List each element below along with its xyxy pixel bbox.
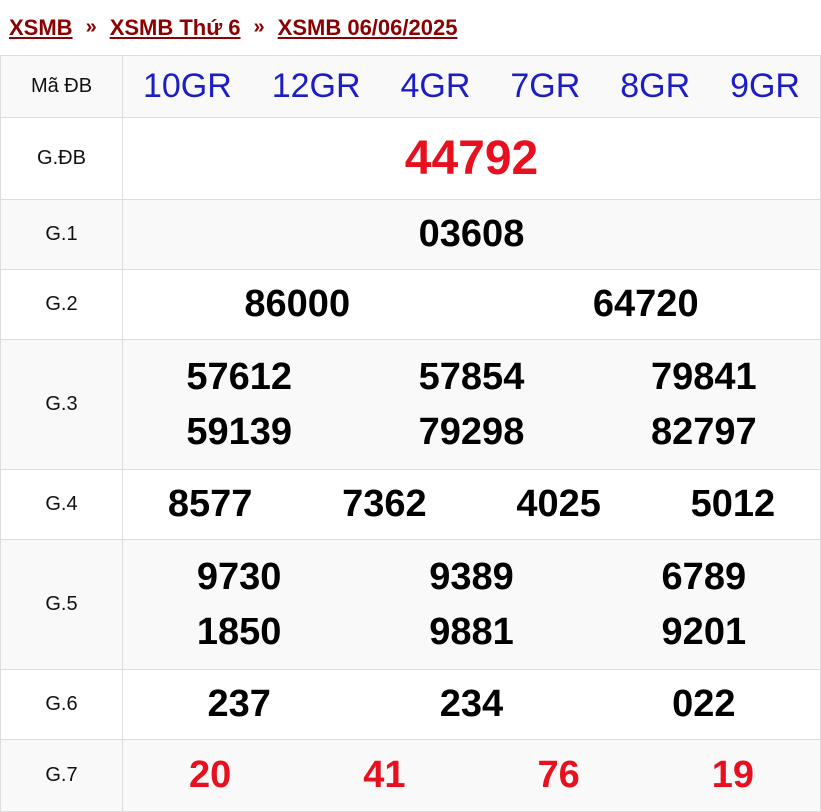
breadcrumb-xsmb-date[interactable]: XSMB 06/06/2025	[277, 14, 458, 40]
prize-number: 03608	[418, 213, 525, 255]
prize-number: 20	[188, 754, 232, 796]
prize-number: 57854	[418, 355, 525, 398]
code: 4GR	[400, 67, 471, 105]
row-prize-6: G.6 237 234 022	[0, 669, 821, 740]
breadcrumb-xsmb-thu-6[interactable]: XSMB Thứ 6	[109, 14, 241, 40]
row-label: G.1	[0, 199, 123, 270]
row-special-prize: G.ĐB 44792	[0, 117, 821, 200]
prize-number: 41	[363, 754, 406, 796]
row-prize-5: G.5 9730 9389 6789 1850 9881 9201	[0, 539, 821, 670]
prize-number: 5012	[690, 483, 776, 525]
prize-number: 8577	[167, 483, 253, 525]
code: 12GR	[271, 67, 361, 105]
prize-number: 79298	[418, 410, 525, 453]
prize-number: 7362	[342, 483, 427, 525]
prize-number: 76	[537, 754, 580, 796]
row-prize-7: G.7 20 41 76 19	[0, 739, 821, 812]
code: 7GR	[510, 67, 581, 105]
breadcrumb: XSMB » XSMB Thứ 6 » XSMB 06/06/2025	[0, 0, 821, 55]
code: 8GR	[620, 67, 691, 105]
row-prize-2: G.2 86000 64720	[0, 269, 821, 340]
row-prize-3: G.3 57612 57854 79841 59139 79298 82797	[0, 339, 821, 470]
special-prize-number: 44792	[404, 132, 539, 185]
code: 9GR	[730, 67, 800, 105]
row-label: G.2	[0, 269, 123, 340]
breadcrumb-xsmb[interactable]: XSMB	[9, 14, 73, 40]
prize-number: 9881	[429, 610, 514, 653]
prize-number: 9201	[661, 610, 747, 653]
row-label: G.ĐB	[0, 117, 123, 200]
prize-number: 1850	[196, 610, 282, 653]
prize-number: 234	[439, 683, 504, 725]
prize-number: 4025	[516, 483, 601, 525]
row-label: G.4	[0, 469, 123, 540]
row-label: G.7	[0, 739, 123, 812]
results-table: Mã ĐB 10GR 12GR 4GR 7GR 8GR 9GR G.ĐB 447…	[0, 55, 821, 812]
prize-number: 9730	[196, 555, 282, 598]
row-label: Mã ĐB	[0, 55, 123, 118]
row-label: G.5	[0, 539, 123, 670]
row-prize-4: G.4 8577 7362 4025 5012	[0, 469, 821, 540]
row-ma-db: Mã ĐB 10GR 12GR 4GR 7GR 8GR 9GR	[0, 55, 821, 118]
prize-number: 6789	[661, 555, 747, 598]
prize-number: 19	[711, 754, 755, 796]
row-label: G.3	[0, 339, 123, 470]
prize-number: 9389	[429, 555, 514, 598]
prize-number: 022	[672, 683, 736, 725]
prize-number: 59139	[186, 410, 292, 453]
row-label: G.6	[0, 669, 123, 740]
breadcrumb-separator: »	[85, 16, 97, 38]
code: 10GR	[142, 67, 232, 105]
prize-number: 57612	[186, 355, 292, 398]
prize-number: 237	[207, 683, 271, 725]
prize-number: 79841	[650, 355, 757, 398]
prize-number: 86000	[244, 283, 351, 325]
breadcrumb-separator: »	[253, 16, 265, 38]
row-prize-1: G.1 03608	[0, 199, 821, 270]
prize-number: 64720	[592, 283, 699, 325]
prize-number: 82797	[650, 410, 757, 453]
